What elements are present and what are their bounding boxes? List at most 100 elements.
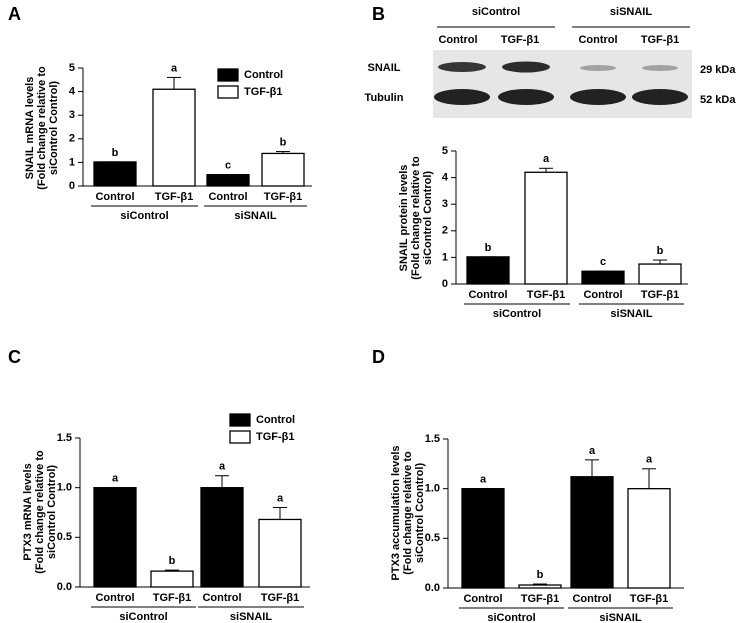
x-tick-label: Control xyxy=(583,289,622,301)
x-tick-label: Control xyxy=(208,191,247,203)
bar xyxy=(638,263,682,285)
y-tick-label: 0.5 xyxy=(57,531,72,543)
bar xyxy=(518,584,562,589)
x-tick-label: Control xyxy=(202,592,241,604)
group-label: siControl xyxy=(119,611,167,623)
blot-size-label: 29 kDa xyxy=(700,64,736,76)
y-axis-label: SNAIL protein levels xyxy=(398,165,410,272)
bar xyxy=(258,518,302,588)
y-tick-label: 4 xyxy=(442,172,449,184)
y-tick-label: 4 xyxy=(69,86,76,98)
y-tick-label: 1.5 xyxy=(425,433,440,445)
y-tick-label: 5 xyxy=(442,145,448,157)
bar xyxy=(93,161,137,187)
bar-label: a xyxy=(112,473,119,485)
y-axis-label: SNAIL mRNA levels xyxy=(24,77,36,180)
bar-label: c xyxy=(225,160,231,172)
group-label: siControl xyxy=(120,210,168,222)
group-label: siControl xyxy=(487,612,535,623)
bar xyxy=(466,256,510,285)
blot-group-label: siSNAIL xyxy=(610,6,652,18)
y-axis-label: (Fold change relative to xyxy=(410,156,422,280)
bar xyxy=(461,488,505,589)
y-tick-label: 0 xyxy=(69,180,75,192)
bar xyxy=(581,270,625,285)
x-tick-label: TGF-β1 xyxy=(630,593,669,605)
y-axis-label: siControl Control) xyxy=(422,171,434,265)
y-axis-label: (Fold change relative to xyxy=(34,450,46,574)
y-tick-label: 1 xyxy=(69,156,75,168)
y-axis-label: PTX3 accumulation levels xyxy=(390,445,402,580)
y-tick-label: 3 xyxy=(69,109,75,121)
bar-label: b xyxy=(657,245,664,257)
x-tick-label: Control xyxy=(95,191,134,203)
legend-swatch xyxy=(217,68,239,82)
blot-size-label: 52 kDa xyxy=(700,94,736,106)
bar-label: a xyxy=(480,474,487,486)
y-tick-label: 5 xyxy=(69,62,75,74)
panel-label: D xyxy=(372,347,385,367)
x-tick-label: TGF-β1 xyxy=(521,593,560,605)
y-tick-label: 2 xyxy=(69,133,75,145)
x-tick-label: TGF-β1 xyxy=(264,191,303,203)
x-tick-label: TGF-β1 xyxy=(153,592,192,604)
blot-lane-label: Control xyxy=(578,34,617,46)
bar-label: a xyxy=(543,153,550,165)
blot-row-label: Tubulin xyxy=(365,92,404,104)
y-axis-label: siControl Ccontrol) xyxy=(414,463,426,564)
group-label: siControl xyxy=(493,308,541,320)
legend-label: Control xyxy=(244,69,283,81)
bar xyxy=(627,488,671,589)
bar xyxy=(206,174,250,187)
bar xyxy=(261,152,305,187)
x-tick-label: TGF-β1 xyxy=(641,289,680,301)
panel-label: A xyxy=(8,4,21,24)
x-tick-label: TGF-β1 xyxy=(155,191,194,203)
y-tick-label: 1.0 xyxy=(57,482,72,494)
group-label: siSNAIL xyxy=(599,612,641,623)
blot-lane-label: TGF-β1 xyxy=(501,34,540,46)
group-label: siSNAIL xyxy=(610,308,652,320)
panel-label: B xyxy=(372,4,385,24)
y-axis-label: PTX3 mRNA levels xyxy=(22,463,34,560)
legend-swatch xyxy=(229,413,251,427)
bar-label: a xyxy=(646,454,653,466)
bar xyxy=(570,476,614,589)
bar-label: a xyxy=(219,461,226,473)
x-tick-label: TGF-β1 xyxy=(261,592,300,604)
bar xyxy=(524,171,568,285)
bar xyxy=(150,570,194,588)
y-axis-label: (Fold change relative to xyxy=(402,451,414,575)
x-tick-label: TGF-β1 xyxy=(527,289,566,301)
x-tick-label: Control xyxy=(572,593,611,605)
bar-label: b xyxy=(280,136,287,148)
blot-lane-label: TGF-β1 xyxy=(641,34,680,46)
bar-label: b xyxy=(537,569,544,581)
x-tick-label: Control xyxy=(95,592,134,604)
panel-label: C xyxy=(8,347,21,367)
y-axis-label: siControl Control) xyxy=(48,81,60,175)
y-axis-label: (Fold change relative to xyxy=(36,66,48,190)
y-tick-label: 0 xyxy=(442,278,448,290)
y-tick-label: 0.0 xyxy=(425,582,440,594)
blot-row-label: SNAIL xyxy=(368,62,401,74)
legend-label: Control xyxy=(256,414,295,426)
y-axis-label: siControl Control) xyxy=(46,465,58,559)
y-tick-label: 0.5 xyxy=(425,532,440,544)
bar-label: a xyxy=(589,445,596,457)
group-label: siSNAIL xyxy=(234,210,276,222)
y-tick-label: 0.0 xyxy=(57,581,72,593)
y-tick-label: 3 xyxy=(442,198,448,210)
blot-group-label: siControl xyxy=(472,6,520,18)
x-tick-label: Control xyxy=(463,593,502,605)
blot-bands xyxy=(434,61,688,105)
y-tick-label: 1.0 xyxy=(425,483,440,495)
legend-label: TGF-β1 xyxy=(256,431,295,443)
bar xyxy=(93,487,137,588)
legend-label: TGF-β1 xyxy=(244,86,283,98)
blot-lane-label: Control xyxy=(438,34,477,46)
bar xyxy=(152,88,196,187)
bar-label: a xyxy=(171,62,178,74)
blot-membrane xyxy=(433,50,692,118)
